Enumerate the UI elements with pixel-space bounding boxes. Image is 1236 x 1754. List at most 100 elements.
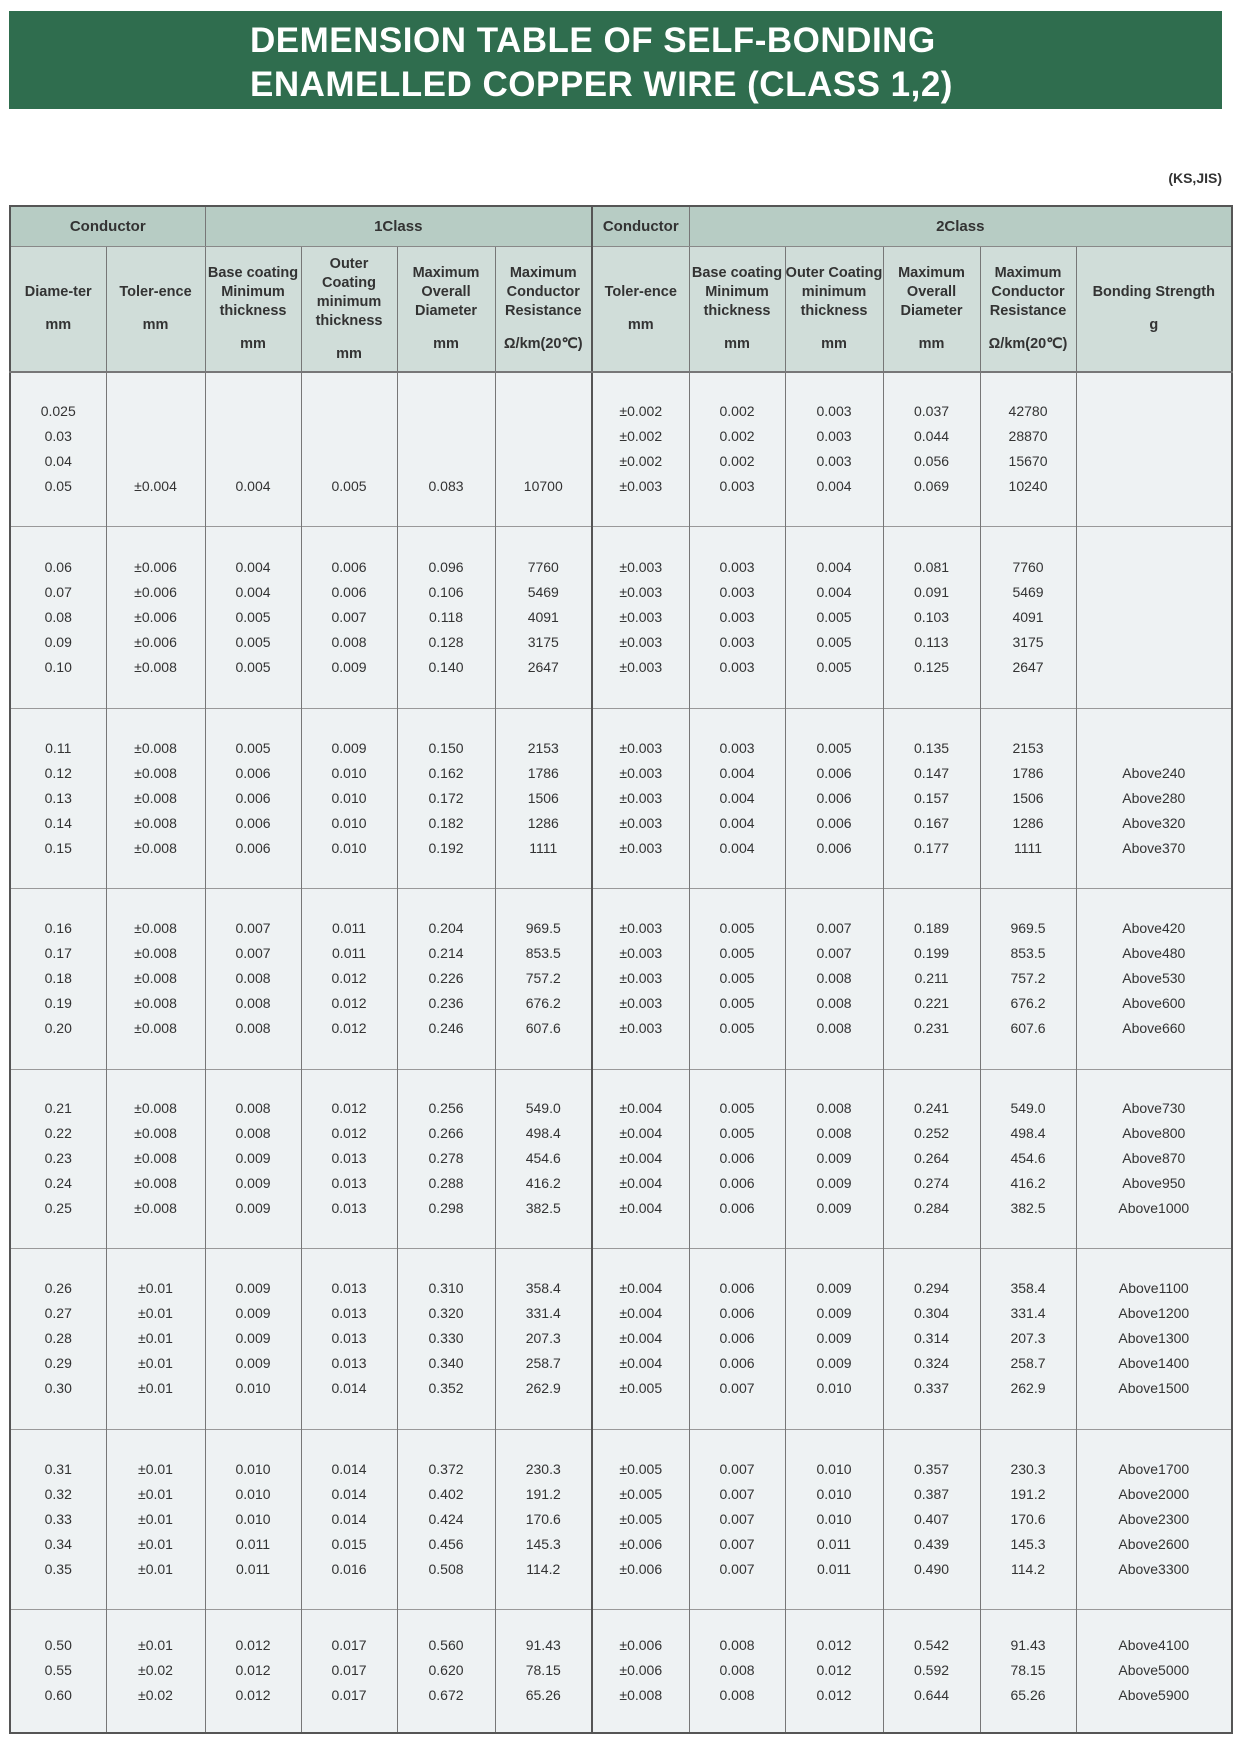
value-base-coating-1: 0.012 [235,1637,271,1654]
value-tolerance-1: ±0.01 [138,1330,173,1346]
value-outer-coating-1: 0.013 [331,1355,367,1371]
cell-tolerance-1: ±0.01 ±0.01 ±0.01 ±0.01 ±0.01 [105,1247,206,1429]
value-max-resistance-1: 78.15 [525,1662,561,1679]
value-diameter: 0.26 [44,1280,72,1296]
value-max-overall-diameter-2: 0.157 [913,789,950,806]
value-base-coating-1: 0.009 [235,1355,271,1371]
value-tolerance-2: ±0.003 [619,583,663,600]
value-outer-coating-2: 0.010 [816,1485,852,1502]
cell-diameter: 0.26 0.27 0.28 0.29 0.30 [9,1247,107,1429]
value-diameter: 0.35 [44,1560,72,1577]
value-outer-coating-1: 0.006 [331,583,367,600]
value-tolerance-2: ±0.003 [619,558,663,575]
value-base-coating-2: 0.002 [719,453,755,470]
cell-base-coating-2: 0.006 0.006 0.006 0.006 0.007 [688,1247,786,1429]
title-banner: DEMENSION TABLE OF SELF-BONDING ENAMELLE… [9,11,1222,109]
value-max-overall-diameter-1: 0.266 [428,1125,464,1141]
value-diameter: 0.16 [44,920,72,936]
value-max-resistance-1: 549.0 [525,1100,561,1116]
cell-max-overall-diameter-1: 0.150 0.162 0.172 0.182 0.192 [396,707,496,888]
column-label: Outer Coating minimum thickness [315,255,383,329]
value-max-overall-diameter-2: 0.264 [913,1150,950,1166]
row-group: 0.50 0.55 0.60 ±0.01 ±0.02 ±0.02 0.012 0.012 0.0… [9,1608,1233,1733]
value-tolerance-2: ±0.006 [619,1637,663,1654]
value-max-resistance-1: 607.6 [525,1020,561,1036]
cell-outer-coating-1: 0.006 0.006 0.007 0.008 0.009 [300,525,398,708]
title-line-2: ENAMELLED COPPER WIRE (CLASS 1,2) [250,65,953,104]
value-base-coating-1: 0.006 [235,839,271,856]
value-tolerance-1: ±0.01 [138,1280,173,1296]
value-diameter: 0.11 [45,739,72,756]
value-diameter: 0.05 [44,478,72,495]
value-outer-coating-2: 0.005 [816,658,852,675]
value-base-coating-2: 0.004 [719,789,755,806]
value-base-coating-2: 0.006 [719,1280,755,1296]
value-diameter: 0.21 [44,1100,72,1116]
value-max-overall-diameter-1: 0.298 [428,1200,464,1216]
value-tolerance-2: ±0.003 [619,970,663,986]
value-max-overall-diameter-2: 0.274 [913,1175,950,1191]
value-outer-coating-2: 0.004 [816,478,852,495]
value-diameter: 0.33 [44,1510,72,1527]
value-bonding-strength [1077,580,1232,605]
value-max-overall-diameter-1 [398,399,495,424]
value-max-resistance-1: 454.6 [525,1150,561,1166]
cell-base-coating-1: 0.005 0.006 0.006 0.006 0.006 [204,707,302,888]
value-max-overall-diameter-1: 0.320 [428,1305,464,1321]
cell-base-coating-2: 0.005 0.005 0.005 0.005 0.005 [688,887,786,1069]
value-max-overall-diameter-2: 0.284 [913,1200,950,1216]
cell-max-resistance-2: 358.4 331.4 207.3 258.7 262.9 [979,1247,1077,1429]
value-base-coating-2: 0.003 [719,608,755,625]
value-max-overall-diameter-2: 0.439 [913,1535,950,1552]
value-max-overall-diameter-2: 0.314 [913,1330,950,1346]
value-bonding-strength: Above950 [1122,1175,1186,1191]
value-base-coating-1 [206,424,301,449]
value-outer-coating-1: 0.017 [331,1637,367,1654]
value-outer-coating-1: 0.013 [331,1175,367,1191]
value-max-resistance-1: 10700 [523,478,563,495]
value-max-resistance-2: 262.9 [1010,1380,1046,1396]
value-outer-coating-1: 0.013 [331,1280,367,1296]
cell-base-coating-2: 0.005 0.005 0.006 0.006 0.006 [688,1068,786,1248]
row-group: 0.31 0.32 0.33 0.34 0.35 ±0.01 ±0.01 ±0.01 ±0.01… [9,1428,1233,1609]
cell-base-coating-2: 0.007 0.007 0.007 0.007 0.007 [688,1428,786,1609]
value-base-coating-1: 0.010 [235,1510,271,1527]
value-max-resistance-2: 207.3 [1010,1330,1046,1346]
value-base-coating-2: 0.004 [719,839,755,856]
value-base-coating-2: 0.005 [719,920,755,936]
cell-base-coating-1: 0.008 0.008 0.009 0.009 0.009 [204,1068,302,1248]
value-base-coating-2: 0.008 [719,1662,755,1679]
value-max-resistance-1: 91.43 [525,1637,561,1654]
value-tolerance-1: ±0.006 [134,583,177,600]
value-max-overall-diameter-1: 0.118 [429,608,464,625]
cell-tolerance-1: ±0.008 ±0.008 ±0.008 ±0.008 ±0.008 [105,1068,206,1248]
column-unit: mm [142,317,169,333]
value-tolerance-1: ±0.008 [134,814,177,831]
row-group: 0.11 0.12 0.13 0.14 0.15 ±0.008 ±0.008 ±0.008 ±0… [9,707,1233,888]
value-outer-coating-1: 0.014 [331,1485,367,1502]
cell-bonding-strength [1075,525,1233,708]
value-outer-coating-1 [302,449,397,474]
value-base-coating-2: 0.007 [719,1560,755,1577]
value-bonding-strength [1077,474,1232,499]
value-outer-coating-2: 0.006 [816,764,852,781]
cell-max-resistance-1: 230.3 191.2 170.6 145.3 114.2 [494,1428,593,1609]
value-outer-coating-1: 0.005 [331,478,367,495]
value-max-resistance-1: 3175 [527,633,559,650]
value-max-overall-diameter-2: 0.324 [913,1355,950,1371]
value-max-resistance-2: 145.3 [1010,1535,1046,1552]
value-bonding-strength: Above2300 [1118,1510,1190,1527]
value-bonding-strength: Above5000 [1118,1662,1190,1679]
value-tolerance-2: ±0.005 [619,1460,663,1477]
cell-max-resistance-2: 549.0 498.4 454.6 416.2 382.5 [979,1068,1077,1248]
value-max-resistance-2: 853.5 [1010,945,1046,961]
value-max-overall-diameter-2: 0.542 [913,1637,950,1654]
cell-max-overall-diameter-1: 0.560 0.620 0.672 [396,1608,496,1733]
value-max-overall-diameter-1 [398,449,495,474]
value-bonding-strength [1077,449,1232,474]
value-tolerance-2: ±0.003 [619,995,663,1011]
cell-outer-coating-1: 0.012 0.012 0.013 0.013 0.013 [300,1068,398,1248]
value-outer-coating-2: 0.003 [816,453,852,470]
value-tolerance-2: ±0.004 [619,1200,663,1216]
value-tolerance-2: ±0.003 [619,739,663,756]
